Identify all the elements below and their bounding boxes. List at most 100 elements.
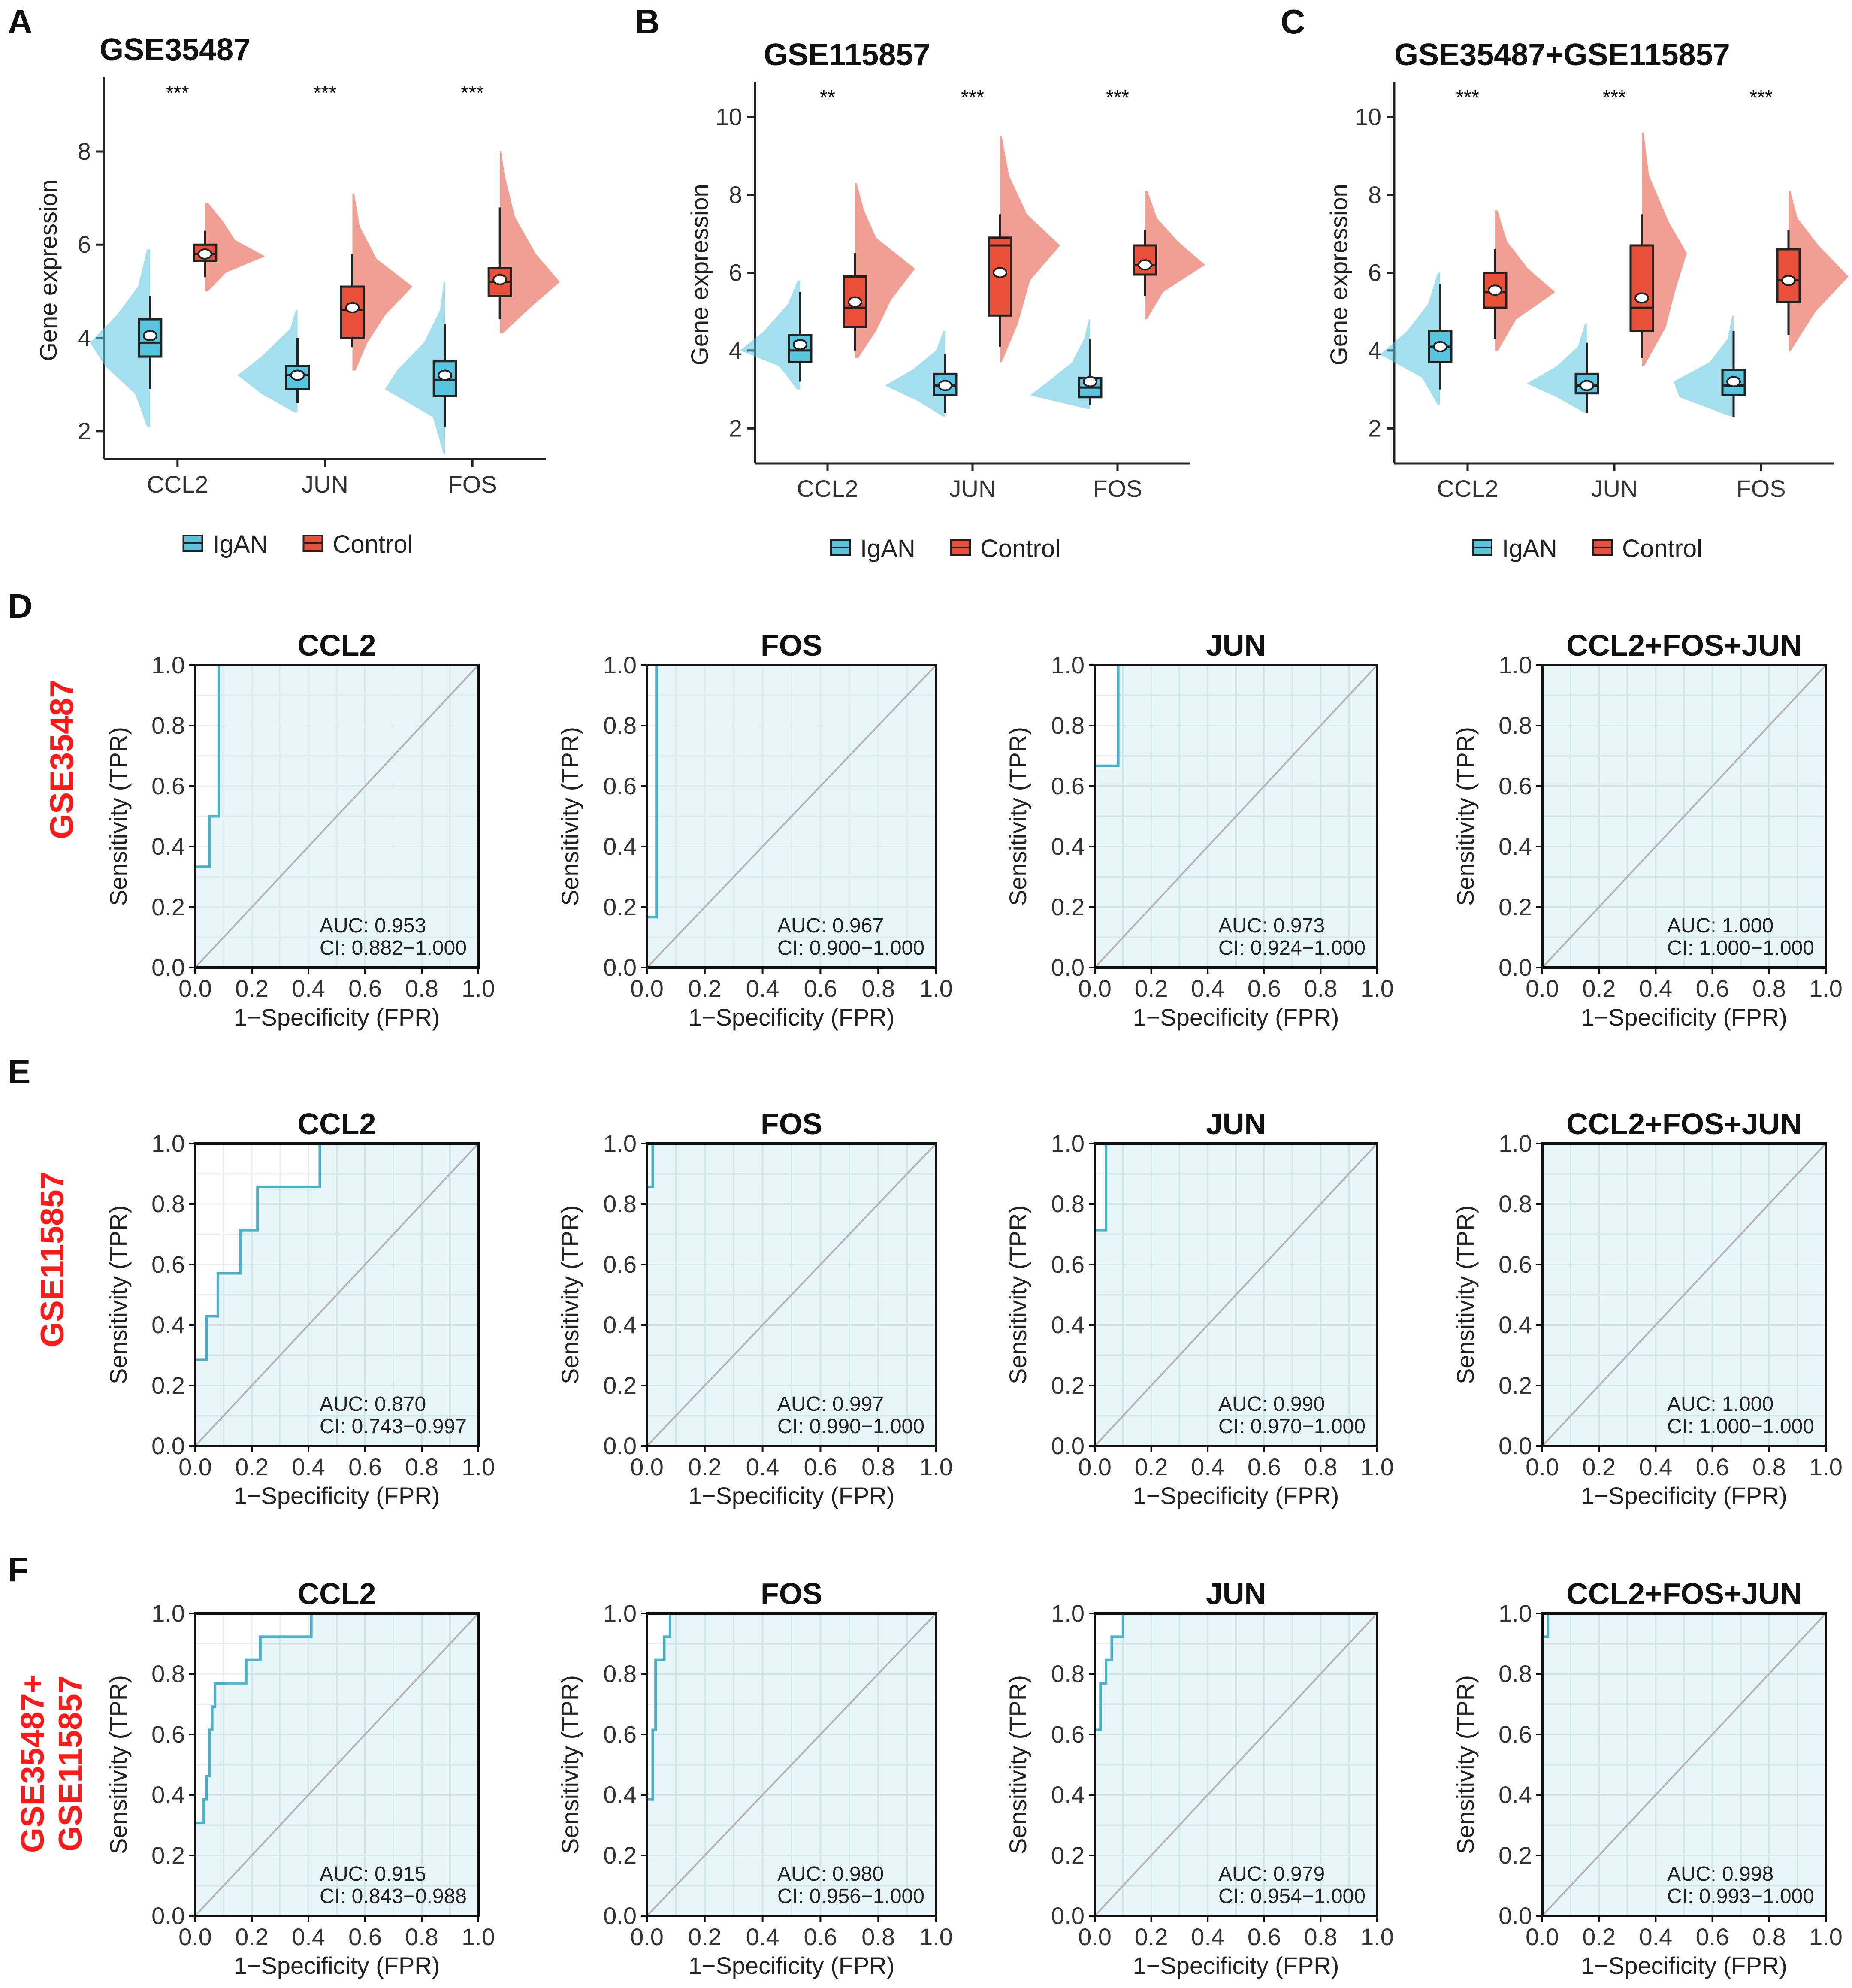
x-tick-label: 0.6	[1696, 1453, 1729, 1480]
violin-igan	[1380, 272, 1440, 405]
roc-title: CCL2+FOS+JUN	[1566, 629, 1801, 662]
auc-label: AUC: 0.990	[1218, 1393, 1325, 1416]
auc-label: AUC: 0.953	[320, 914, 426, 937]
mean-marker	[1781, 275, 1796, 286]
roc-curve	[194, 1142, 478, 1446]
ci-label: CI: 0.990−1.000	[777, 1415, 924, 1438]
x-tick-label: 0.8	[1752, 1923, 1786, 1950]
y-axis-label: Sensitivity (TPR)	[105, 1675, 132, 1854]
y-tick-label: 0.4	[151, 1311, 185, 1338]
roc-title: FOS	[761, 1107, 822, 1141]
y-tick-label: 0.2	[1051, 893, 1085, 920]
mean-marker	[1634, 292, 1649, 304]
diagonal-reference	[1094, 1613, 1378, 1917]
box-igan	[1721, 369, 1746, 396]
y-tick-label: 8	[78, 138, 91, 165]
y-tick-label: 0.0	[1051, 1432, 1085, 1459]
plot-frame	[194, 1142, 480, 1447]
y-axis-label: Gene expression	[1325, 184, 1352, 365]
diagonal-reference	[194, 1613, 479, 1917]
diagonal-reference	[194, 1143, 479, 1447]
y-tick-label: 6	[1368, 259, 1381, 286]
x-axis-label: 1−Specificity (FPR)	[1581, 1952, 1787, 1979]
y-tick-label: 0.4	[603, 833, 637, 860]
diagonal-reference	[1094, 664, 1378, 968]
x-tick-label: 0.8	[1752, 1453, 1786, 1480]
y-axis-label-group: Sensitivity (TPR)	[1452, 727, 1479, 906]
y-tick-label: 1.0	[1499, 1130, 1532, 1157]
roc-chart-d-ccl2-fos-jun: CCL2+FOS+JUN 0.00.0 0.2 0.2 0.4 0.4 0.6 0.6 0.8 0…	[1452, 629, 1843, 1031]
mean-marker	[290, 369, 305, 381]
x-tick-label: 0.8	[405, 1453, 438, 1480]
x-axis-label: 1−Specificity (FPR)	[689, 1482, 895, 1509]
y-tick-label: 0.4	[1499, 833, 1532, 860]
y-tick-label: 0.8	[1499, 1190, 1532, 1217]
y-tick-label: 0.6	[1051, 1251, 1085, 1278]
y-tick-label: 0.0	[151, 1432, 185, 1459]
y-axis-label: Sensitivity (TPR)	[1452, 1675, 1479, 1854]
x-tick-label: 0.2	[688, 1923, 722, 1950]
violin-igan	[1674, 315, 1734, 417]
y-tick-label: 0.0	[1051, 1902, 1085, 1929]
y-tick-label: 0.4	[603, 1311, 637, 1338]
row-label-f-line-1: GSE35487+	[15, 1674, 51, 1853]
y-tick-label: 0.4	[1051, 833, 1085, 860]
auc-label: AUC: 0.979	[1218, 1863, 1325, 1885]
auc-label: AUC: 0.997	[777, 1393, 884, 1416]
x-tick-label: 0.8	[861, 1923, 895, 1950]
chart-title: GSE115857	[764, 38, 930, 72]
violin-igan	[385, 282, 445, 455]
y-tick-label: 0.2	[603, 1372, 637, 1399]
violin-igan	[885, 331, 945, 417]
y-axis-label-group: Sensitivity (TPR)	[105, 1205, 132, 1384]
x-tick-label: 0.4	[1191, 975, 1224, 1002]
violin-control	[1145, 191, 1205, 320]
violin-control	[1789, 191, 1849, 351]
x-tick-label: 0.4	[746, 1923, 779, 1950]
x-tick-label: 0.0	[1526, 1923, 1559, 1950]
y-tick-label: 0.6	[603, 1251, 637, 1278]
y-axis-label: Sensitivity (TPR)	[1004, 727, 1031, 906]
plot-frame	[646, 1142, 937, 1447]
violin-igan	[237, 310, 298, 413]
x-tick-label: CCL2	[797, 475, 858, 502]
x-axis-label: 1−Specificity (FPR)	[1581, 1482, 1787, 1509]
roc-chart-d-fos: FOS 0.00.0 0.2 0.2 0.4 0.4 0.6 0.6 0.8 0.8 1.0 1.0 1…	[556, 629, 953, 1031]
x-axis-label: 1−Specificity (FPR)	[1133, 1952, 1339, 1979]
ci-label: CI: 0.882−1.000	[320, 937, 467, 959]
auc-label: AUC: 0.967	[777, 914, 884, 937]
y-tick-label: 0.2	[1499, 1842, 1532, 1869]
panel-letter-f: F	[8, 1550, 29, 1589]
roc-chart-e-ccl2: CCL2 0.00.0 0.2 0.2 0.4 0.4 0.6 0.6 0.8 0.8 1.0 1.0…	[105, 1107, 495, 1509]
x-tick-label: 0.2	[235, 1923, 269, 1950]
y-tick-label: 0.6	[1051, 1721, 1085, 1748]
diagonal-reference	[646, 1143, 937, 1447]
plot-frame	[194, 664, 480, 969]
roc-chart-f-ccl2: CCL2 0.00.0 0.2 0.2 0.4 0.4 0.6 0.6 0.8 0.8 1.0 1.0…	[105, 1577, 495, 1979]
x-tick-label: 0.2	[1582, 1453, 1616, 1480]
y-tick-label: 8	[1368, 181, 1381, 208]
y-tick-label: 0.0	[151, 1902, 185, 1929]
legend-label: Control	[980, 535, 1060, 563]
y-tick-label: 1.0	[603, 1600, 637, 1627]
chart-title: GSE35487	[100, 33, 251, 67]
y-axis-label-group: Gene expression	[686, 184, 713, 365]
roc-title: CCL2+FOS+JUN	[1566, 1107, 1801, 1141]
y-axis-label: Sensitivity (TPR)	[1452, 727, 1479, 906]
y-tick-label: 0.2	[151, 1372, 185, 1399]
plot-frame	[1094, 1612, 1378, 1917]
x-tick-label: 0.6	[804, 975, 837, 1002]
x-tick-label: 1.0	[462, 1923, 495, 1950]
y-axis-label: Sensitivity (TPR)	[1452, 1205, 1479, 1384]
roc-chart-f-fos: FOS 0.00.0 0.2 0.2 0.4 0.4 0.6 0.6 0.8 0.8 1.0 1.0 1…	[556, 1577, 953, 1979]
y-axis-label-group: Sensitivity (TPR)	[1004, 1675, 1031, 1854]
legend-label: Control	[333, 530, 413, 558]
mean-marker	[1580, 380, 1594, 391]
y-tick-label: 0.4	[151, 1781, 185, 1808]
x-tick-label: 0.4	[1191, 1923, 1224, 1950]
x-axis-label: 1−Specificity (FPR)	[234, 1952, 440, 1979]
y-tick-label: 1.0	[1051, 651, 1085, 678]
x-tick-label: 0.4	[746, 975, 779, 1002]
x-tick-label: 0.2	[1135, 1923, 1168, 1950]
